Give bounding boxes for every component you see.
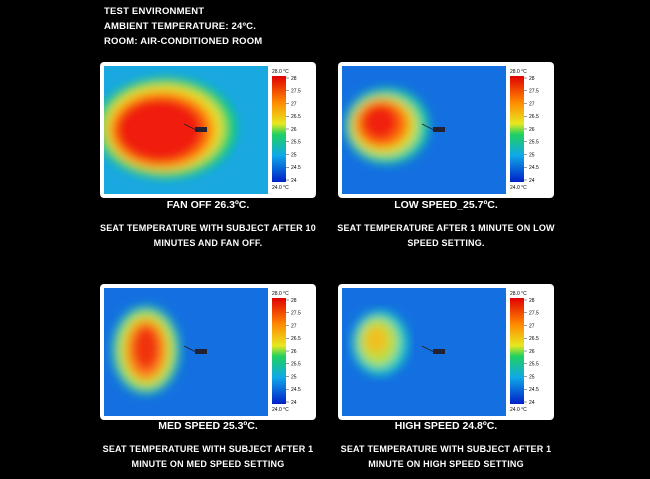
color-scale	[510, 298, 524, 404]
color-scale	[272, 76, 286, 182]
thermal-panel: 28.0 °C 24.0 °C 28 27.5 27 26.5 26 25.5 25 24.5 24	[338, 284, 554, 420]
heat-blob	[364, 326, 388, 354]
panel-caption: LOW SPEED_25.7ºC.	[394, 199, 498, 211]
probe-label	[433, 127, 445, 132]
scale-tick-label: 24	[529, 400, 535, 406]
scale-tick-label: 25	[529, 152, 535, 158]
scale-bottom: 24.0 °C	[510, 407, 527, 413]
scale-tick-label: 25.5	[529, 140, 539, 146]
panel-description: MINUTES AND FAN OFF.	[153, 238, 263, 248]
scale-tick-label: 27	[291, 101, 297, 107]
scale-tick-label: 25.5	[291, 362, 301, 368]
probe-label	[195, 349, 207, 354]
scale-tick-label: 26	[529, 127, 535, 133]
probe	[183, 123, 197, 131]
scale-tick-label: 27.5	[291, 311, 301, 317]
scale-bottom: 24.0 °C	[272, 407, 289, 413]
probe	[183, 345, 197, 353]
scale-tick-label: 24	[291, 178, 297, 184]
panel-description: SEAT TEMPERATURE WITH SUBJECT AFTER 10	[100, 223, 316, 233]
scale-tick-label: 26	[291, 127, 297, 133]
heat-blob	[116, 98, 204, 162]
scale-tick-label: 27	[291, 323, 297, 329]
scale-tick-label: 25	[529, 374, 535, 380]
scale-tick-label: 24	[529, 178, 535, 184]
scale-tick-label: 27.5	[529, 89, 539, 95]
scale-tick-label: 25	[291, 374, 297, 380]
scale-top: 28.0 °C	[510, 69, 527, 75]
color-scale	[510, 76, 524, 182]
scale-tick-label: 28	[291, 76, 297, 82]
scale-tick-label: 24.5	[291, 387, 301, 393]
scale-tick-label: 28	[291, 298, 297, 304]
scale-tick-label: 28	[529, 76, 535, 82]
thermal-panel: 28.0 °C 24.0 °C 28 27.5 27 26.5 26 25.5 25 24.5 24	[100, 62, 316, 198]
scale-tick-label: 26	[529, 349, 535, 355]
scale-tick-label: 25.5	[529, 362, 539, 368]
header-line: AMBIENT TEMPERATURE: 24ºC.	[104, 21, 257, 32]
scale-tick-label: 27.5	[529, 311, 539, 317]
thermal-image	[112, 306, 180, 394]
scale-tick-label: 25.5	[291, 140, 301, 146]
panel-description: SEAT TEMPERATURE AFTER 1 MINUTE ON LOW	[337, 223, 555, 233]
thermal-panel: 28.0 °C 24.0 °C 28 27.5 27 26.5 26 25.5 25 24.5 24	[100, 284, 316, 420]
header-line: TEST ENVIRONMENT	[104, 6, 205, 17]
panel-description: SEAT TEMPERATURE WITH SUBJECT AFTER 1	[102, 444, 314, 454]
thermal-image	[345, 88, 429, 164]
scale-tick-label: 26.5	[291, 336, 301, 342]
scale-tick-label: 26	[291, 349, 297, 355]
scale-tick-label: 27	[529, 323, 535, 329]
scale-top: 28.0 °C	[510, 291, 527, 297]
thermal-image	[352, 311, 408, 375]
scale-tick-label: 24.5	[291, 165, 301, 171]
panel-caption: HIGH SPEED 24.8ºC.	[394, 420, 498, 432]
scale-tick-label: 26.5	[291, 114, 301, 120]
probe-label	[433, 349, 445, 354]
panel-description: SEAT TEMPERATURE WITH SUBJECT AFTER 1	[340, 444, 552, 454]
scale-tick-label: 27	[529, 101, 535, 107]
scale-tick-label: 25	[291, 152, 297, 158]
scale-top: 28.0 °C	[272, 69, 289, 75]
thermal-image	[104, 78, 236, 178]
scale-tick-label: 26.5	[529, 336, 539, 342]
thermal-panel: 28.0 °C 24.0 °C 28 27.5 27 26.5 26 25.5 25 24.5 24	[338, 62, 554, 198]
panel-description: MINUTE ON HIGH SPEED SETTING	[368, 459, 524, 469]
scale-tick-label: 26.5	[529, 114, 539, 120]
color-scale	[272, 298, 286, 404]
heat-blob	[133, 326, 159, 370]
probe	[421, 123, 435, 131]
panel-description: SPEED SETTING.	[407, 238, 485, 248]
panel-description: MINUTE ON MED SPEED SETTING	[131, 459, 285, 469]
scale-tick-label: 27.5	[291, 89, 301, 95]
panel-caption: MED SPEED 25.3ºC.	[158, 420, 258, 432]
probe-label	[195, 127, 207, 132]
header-line: ROOM: AIR-CONDITIONED ROOM	[104, 36, 263, 47]
scale-tick-label: 24.5	[529, 387, 539, 393]
scale-tick-label: 24.5	[529, 165, 539, 171]
scale-bottom: 24.0 °C	[510, 185, 527, 191]
scale-bottom: 24.0 °C	[272, 185, 289, 191]
probe	[421, 345, 435, 353]
scale-top: 28.0 °C	[272, 291, 289, 297]
heat-blob	[362, 104, 398, 140]
panel-caption: FAN OFF 26.3ºC.	[166, 199, 250, 211]
scale-tick-label: 28	[529, 298, 535, 304]
scale-tick-label: 24	[291, 400, 297, 406]
